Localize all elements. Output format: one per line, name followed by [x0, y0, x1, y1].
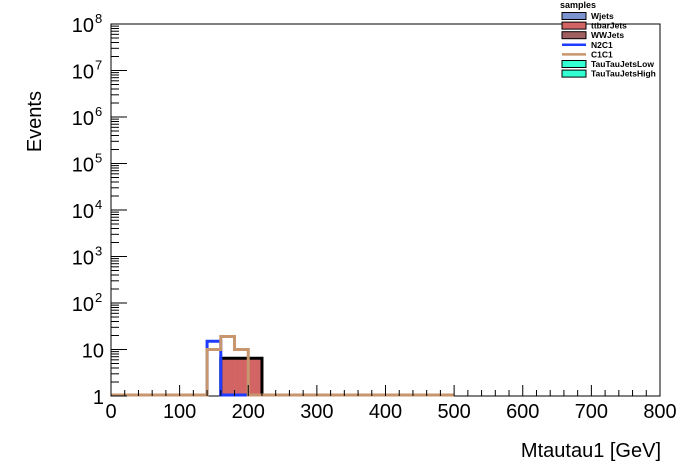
y-tick-label: 10 — [72, 62, 94, 84]
x-tick-label: 800 — [643, 401, 676, 423]
legend-label: TauTauJetsLow — [591, 59, 654, 69]
y-tick-label: 10 — [72, 15, 94, 37]
legend-swatch — [561, 12, 587, 20]
legend-label: TauTauJetsHigh — [591, 69, 656, 79]
y-tick-label: 10 — [72, 155, 94, 177]
plot-frame — [110, 23, 661, 397]
y-tick-exponent: 3 — [95, 244, 102, 259]
y-tick-exponent: 8 — [95, 11, 102, 26]
y-tick-exponent: 2 — [95, 290, 102, 305]
x-tick-label: 700 — [575, 401, 608, 423]
legend-label: WWJets — [591, 30, 624, 40]
legend-label: C1C1 — [591, 49, 613, 59]
x-axis: 0 100 200 300 400 500 600 700 800 — [105, 385, 677, 423]
x-tick-label: 100 — [163, 401, 196, 423]
y-tick-exponent: 6 — [95, 104, 102, 119]
legend-label: Wjets — [591, 11, 614, 21]
bar-1 — [234, 358, 249, 396]
legend-title: samples — [560, 0, 596, 10]
legend-swatch — [561, 69, 587, 78]
y-tick-label: 10 — [82, 341, 104, 363]
legend-label: N2C1 — [591, 40, 613, 50]
y-tick-label: 10 — [72, 294, 94, 316]
x-tick-label: 600 — [506, 401, 539, 423]
legend-label: ttbarJets — [591, 21, 627, 31]
series-c1c1-line — [111, 335, 455, 397]
x-tick-label: 0 — [105, 401, 116, 423]
x-tick-label: 500 — [437, 401, 470, 423]
x-tick-label: 400 — [369, 401, 402, 423]
legend-swatch — [561, 21, 587, 30]
y-tick-label: 10 — [72, 201, 94, 223]
y-tick-exponent: 4 — [95, 197, 102, 212]
x-tick-label: 200 — [232, 401, 265, 423]
y-tick-label: 10 — [72, 108, 94, 130]
series-lines — [111, 335, 455, 397]
y-tick-label: 10 — [72, 248, 94, 270]
legend-swatch — [561, 31, 587, 40]
bar-2 — [248, 358, 262, 396]
legend: samples WjetsttbarJetsWWJetsN2C1C1C1TauT… — [560, 0, 656, 79]
stacked-bars — [219, 356, 264, 396]
x-tick-label: 300 — [300, 401, 333, 423]
x-axis-title: Mtautau1 [GeV] — [521, 440, 661, 462]
y-tick-exponent: 7 — [95, 58, 102, 73]
y-tick-exponent: 5 — [95, 151, 102, 166]
legend-swatch — [561, 60, 587, 68]
y-axis-title: Events — [24, 91, 46, 152]
y-tick-label: 1 — [93, 387, 104, 409]
bar-0 — [220, 358, 235, 396]
